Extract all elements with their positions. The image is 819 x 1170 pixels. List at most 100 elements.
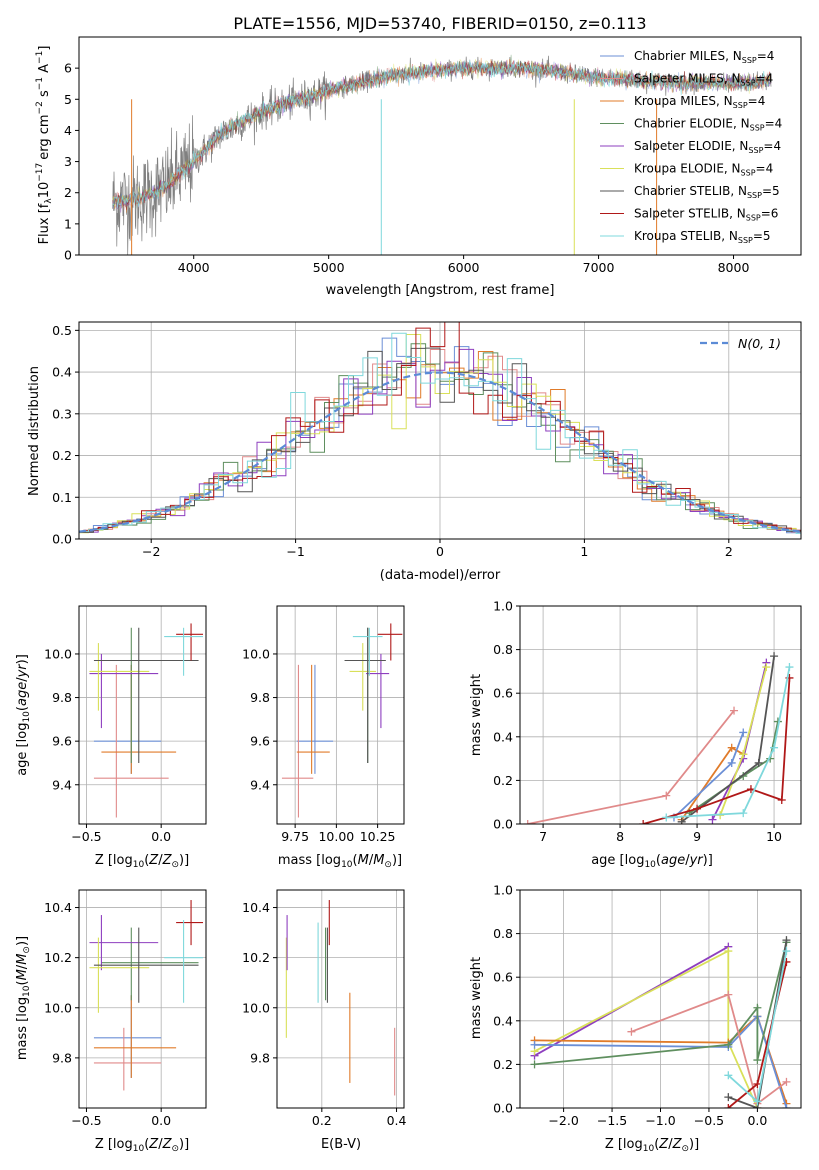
weight-marker [724,1040,733,1049]
x-tick-label: 8000 [718,260,750,275]
residual-histogram-4 [79,348,801,533]
x-tick-label: 7 [539,829,547,844]
y-tick-label: 9.6 [250,734,270,749]
x-tick-label: 9 [693,829,701,844]
weight-marker [770,652,779,661]
weight-marker [754,758,763,767]
x-tick-label: 0 [436,544,444,559]
y-tick-label: 0.0 [52,532,72,547]
y-tick-label: 9.8 [250,690,270,705]
errorbar-point-2 [296,664,330,774]
weight-vs-z-xlabel: Z [log10(Z/Z⊙)] [605,1137,699,1154]
residual-histogram-8 [79,332,801,534]
weight-marker [693,804,702,813]
x-tick-label: 6000 [448,260,480,275]
weight-marker [739,750,748,759]
age-vs-mass-xlabel: mass [log10(M/M⊙)] [278,853,402,870]
y-tick-label: 1.0 [493,883,513,898]
errorbar-point-6 [93,927,199,1003]
y-tick-label: 0.3 [52,406,72,421]
ebv-xlabel: E(B-V) [321,1137,361,1152]
y-tick-label: 0.5 [52,323,72,338]
residuals-ylabel: Normed distribution [27,366,42,496]
errorbar-point-2 [93,995,177,1078]
axes-frame [519,605,802,825]
legend-entry-0: Chabrier MILES, NSSP=4 [634,49,774,65]
weight-marker [727,743,736,752]
weight-marker [724,1104,733,1108]
errorbar-point-0 [296,664,334,774]
y-tick-label: 9.6 [52,734,72,749]
weight-line-8 [666,666,791,819]
x-tick-label: 10.00 [318,829,354,844]
axes-frame [78,36,802,256]
x-tick-label: 0.0 [151,829,171,844]
errorbar-point-1 [93,664,169,818]
residuals-panel: −2 −1 0 1 2 0.0 0.1 0.2 0.3 0.4 0.5 N(0, 1) [52,321,802,559]
x-tick-label: 0.0 [151,1113,171,1128]
x-tick-label: 10 [766,829,782,844]
y-tick-label: 0.0 [493,1101,513,1116]
y-tick-label: 10.0 [242,646,270,661]
x-tick-label: 1 [580,544,588,559]
figure-title: PLATE=1556, MJD=53740, FIBERID=0150, z=0… [233,14,646,33]
legend-entry-8: Kroupa STELIB, NSSP=5 [634,229,771,245]
weight-marker [753,1003,762,1012]
weight-marker [785,663,794,672]
age-vs-mass-panel: 9.75 10.00 10.25 9.4 9.6 9.8 10.0 [242,605,405,844]
weight-marker [727,758,736,767]
y-tick-label: 1 [64,216,72,231]
y-tick-label: 9.8 [250,1050,270,1065]
age-vs-z-ylabel: age [log10(age/yr)] [15,654,32,776]
axes-frame [276,605,405,825]
y-tick-label: 10.2 [242,950,270,965]
weight-line-3 [534,1014,788,1108]
y-tick-label: 0.0 [493,817,513,832]
y-tick-label: 0.2 [493,773,513,788]
weight-marker [662,813,671,822]
weight-marker [530,1040,539,1049]
x-tick-label: −1.0 [645,1113,675,1128]
y-tick-label: 10.0 [44,646,72,661]
weight-marker [782,1104,791,1108]
residuals-plot-area [79,322,801,535]
x-tick-label: −2 [142,544,160,559]
errorbar-point-3 [101,927,199,1001]
weight-marker [782,947,791,956]
y-tick-label: 0.4 [493,1013,513,1028]
y-tick-label: 10.2 [44,950,72,965]
weight-marker [777,796,786,805]
weight-line-5 [631,993,788,1106]
y-tick-label: 10.0 [242,1000,270,1015]
x-tick-label: 10.25 [360,829,396,844]
spectrum-plot-area [112,54,772,255]
residual-histogram-6 [79,347,801,535]
y-tick-label: 0.4 [493,729,513,744]
x-tick-label: −2.0 [548,1113,578,1128]
x-tick-label: −0.5 [71,829,101,844]
weight-marker [739,809,748,818]
weight_vs_z-plot-area [530,936,791,1108]
mass-vs-z-xlabel: Z [log10(Z/Z⊙)] [95,1137,189,1154]
errorbar-point-4 [89,915,159,971]
axes-frame [78,605,207,825]
normal-curve [79,371,801,533]
y-tick-label: 9.8 [52,690,72,705]
age_vs_z-plot-area [89,623,204,818]
weight-vs-z-ylabel: mass weight [469,957,484,1039]
y-tick-label: 10.4 [242,900,270,915]
weight-vs-age-panel: 7 8 9 10 0.0 0.2 0.4 0.6 0.8 1.0 [493,599,802,844]
spectrum-ylabel-ten: 10 [37,182,52,199]
y-tick-label: 10.4 [44,900,72,915]
y-tick-label: 0 [64,248,72,263]
legend-entry-6: Chabrier STELIB, NSSP=5 [634,184,780,200]
y-tick-label: 0.4 [52,365,72,380]
legend-entry-5: Kroupa ELODIE, NSSP=4 [634,162,773,178]
y-tick-label: 0.1 [52,490,72,505]
axes-frame [78,889,207,1109]
weight-line-1 [534,949,759,1108]
weight-marker [762,663,771,672]
age_vs_mass-plot-area [281,623,403,818]
residuals-xlabel: (data-model)/error [380,568,501,583]
model-spectrum-8 [112,60,772,208]
